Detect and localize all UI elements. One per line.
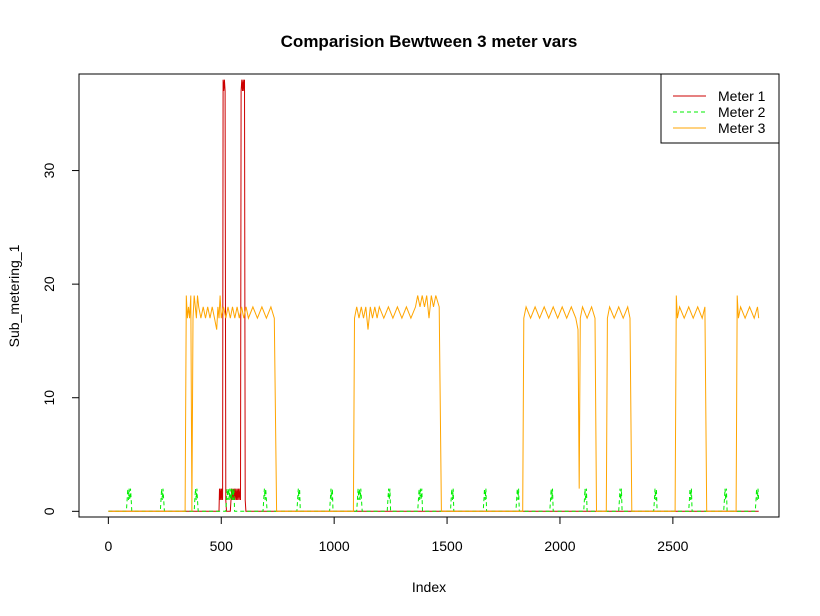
series-layer: [108, 79, 760, 512]
x-tick-label: 0: [104, 538, 112, 554]
x-tick-label: 2500: [657, 538, 688, 554]
x-tick-label: 1000: [319, 538, 350, 554]
legend-label-3: Meter 3: [718, 120, 766, 136]
x-tick-label: 1500: [431, 538, 462, 554]
x-tick-label: 500: [210, 538, 234, 554]
y-tick-label: 0: [41, 507, 57, 515]
series-line-3: [108, 295, 760, 512]
y-axis: 0 10 20 30: [41, 163, 80, 515]
legend-label-2: Meter 2: [718, 104, 766, 120]
x-tick-label: 2000: [544, 538, 575, 554]
x-axis: 0 500 1000 1500 2000 2500: [104, 516, 689, 554]
y-tick-label: 20: [41, 276, 57, 292]
series-line-2: [108, 488, 760, 512]
series-line-1: [108, 79, 759, 512]
y-tick-label: 10: [41, 390, 57, 406]
legend-label-1: Meter 1: [718, 88, 766, 104]
y-tick-label: 30: [41, 163, 57, 179]
x-axis-title: Index: [412, 579, 446, 595]
y-axis-title: Sub_metering_1: [6, 244, 22, 347]
chart-title: Comparision Bewtween 3 meter vars: [281, 32, 578, 51]
legend-box: [660, 73, 780, 144]
